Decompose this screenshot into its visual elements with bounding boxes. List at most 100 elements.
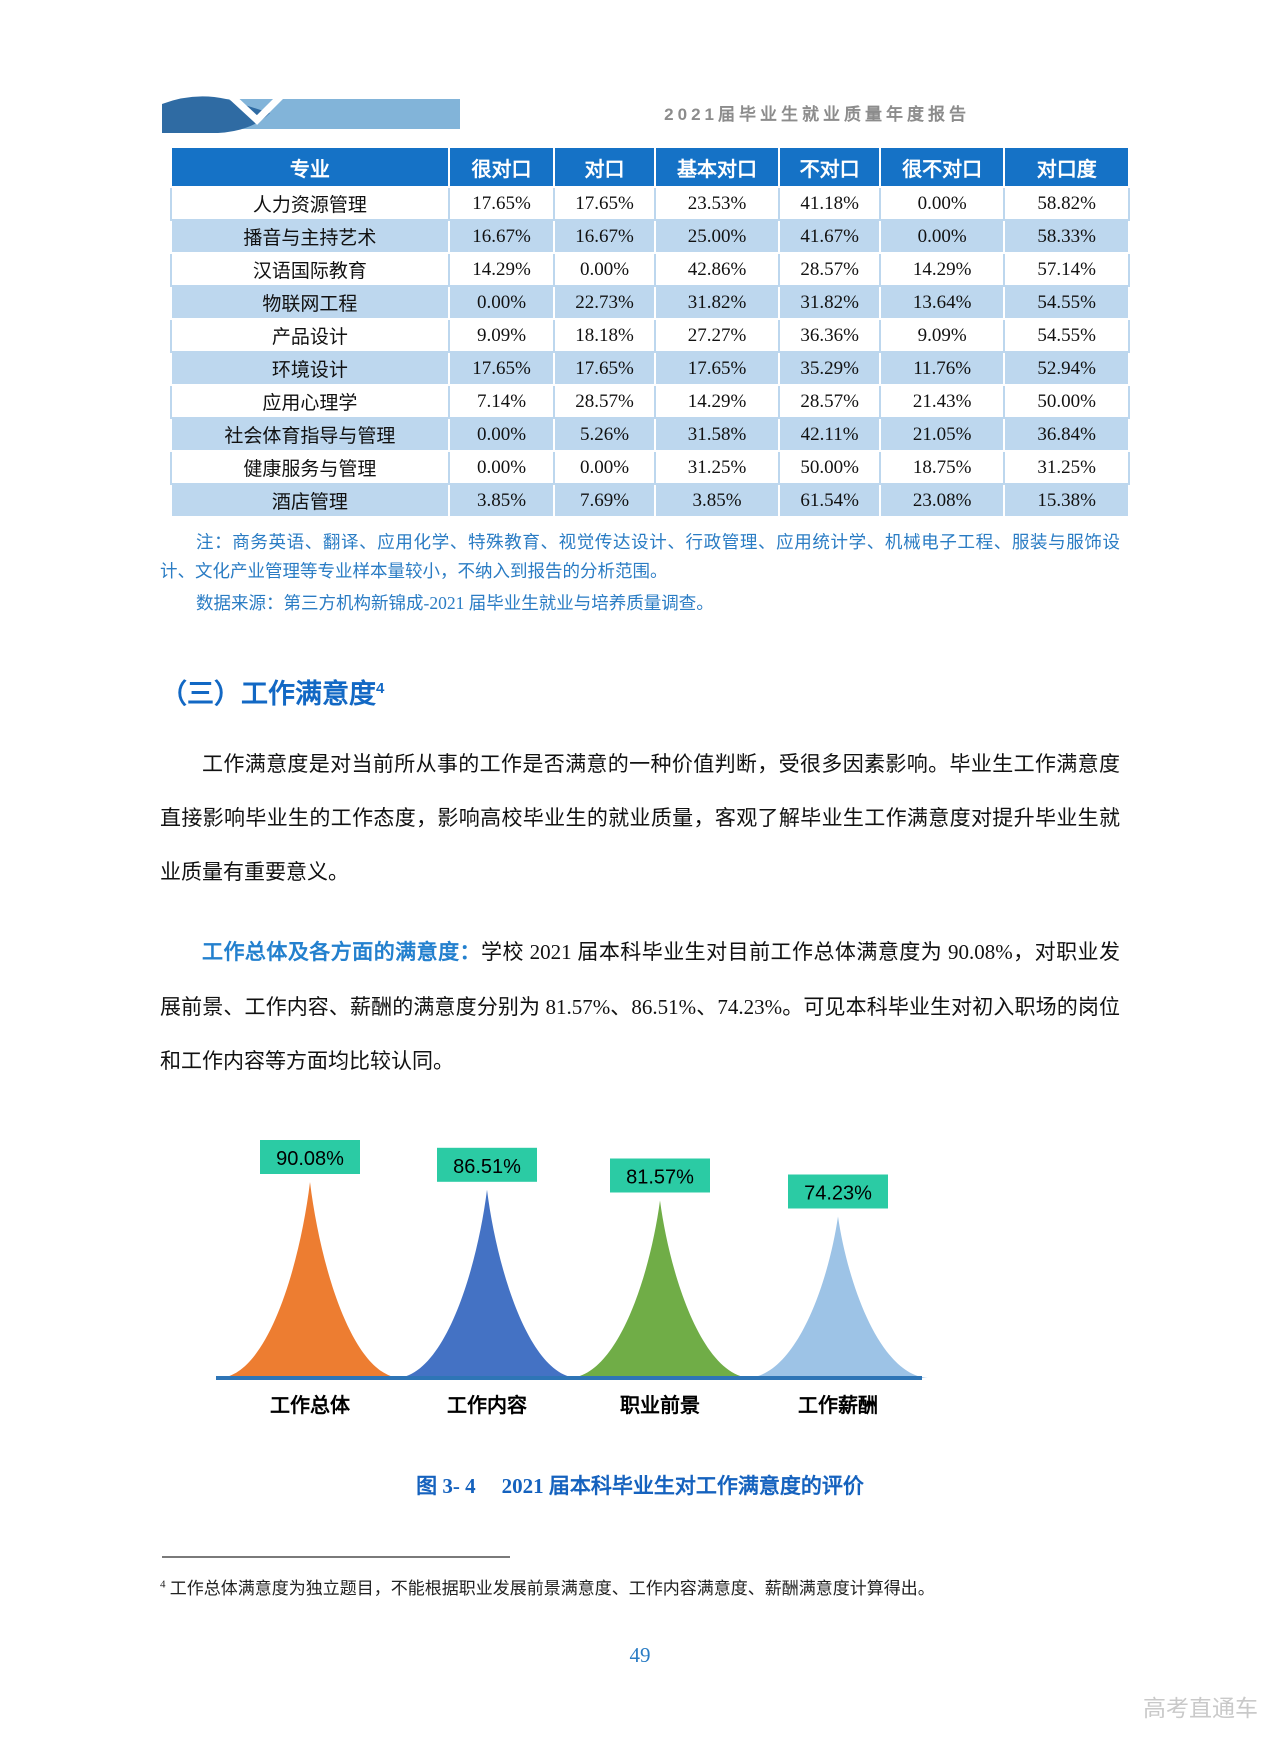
table-cell: 7.69% [553, 483, 656, 518]
table-cell: 54.55% [1003, 318, 1130, 353]
table-cell: 31.25% [1003, 450, 1130, 485]
table-cell: 0.00% [447, 450, 556, 485]
bell-curve [220, 1182, 400, 1378]
table-cell: 42.86% [653, 252, 781, 287]
table-cell: 23.08% [878, 483, 1006, 518]
figure-number: 图 3- 4 [416, 1474, 476, 1498]
table-cell: 28.57% [553, 384, 656, 419]
table-cell: 21.43% [878, 384, 1006, 419]
table-cell: 产品设计 [170, 318, 450, 353]
table-cell: 36.36% [778, 318, 881, 353]
table-row: 酒店管理 3.85% 7.69% 3.85% 61.54% 23.08% 15.38% [170, 483, 1130, 518]
table-cell: 3.85% [447, 483, 556, 518]
table-cell: 50.00% [1003, 384, 1130, 419]
table-row: 播音与主持艺术 16.67% 16.67% 25.00% 41.67% 0.00% 58.3… [170, 219, 1130, 254]
table-note: 注：商务英语、翻译、应用化学、特殊教育、视觉传达设计、行政管理、应用统计学、机械… [160, 532, 1120, 581]
table-cell: 54.55% [1003, 285, 1130, 320]
table-cell: 17.65% [447, 351, 556, 386]
category-label: 工作总体 [270, 1393, 351, 1417]
table-cell: 16.67% [447, 219, 556, 254]
table-cell: 35.29% [778, 351, 881, 386]
table-cell: 42.11% [778, 417, 881, 452]
column-header: 对口 [553, 146, 656, 188]
table-cell: 21.05% [878, 417, 1006, 452]
figure-caption: 图 3- 4 2021 届本科毕业生对工作满意度的评价 [160, 1470, 1120, 1500]
table-cell: 57.14% [1003, 252, 1130, 287]
table-cell: 人力资源管理 [170, 186, 450, 221]
table-cell: 36.84% [1003, 417, 1130, 452]
table-cell: 17.65% [553, 351, 656, 386]
table-cell: 7.14% [447, 384, 556, 419]
table-row: 汉语国际教育 14.29% 0.00% 42.86% 28.57% 14.29% 57.14… [170, 252, 1130, 287]
table-cell: 应用心理学 [170, 384, 450, 419]
paragraph-satisfaction-detail: 工作总体及各方面的满意度：学校 2021 届本科毕业生对目前工作总体满意度为 9… [160, 925, 1120, 1088]
table-cell: 14.29% [878, 252, 1006, 287]
paragraph-lead: 工作总体及各方面的满意度： [202, 941, 482, 964]
table-cell: 3.85% [653, 483, 781, 518]
table-cell: 27.27% [653, 318, 781, 353]
table-cell: 31.25% [653, 450, 781, 485]
table-cell: 25.00% [653, 219, 781, 254]
header-title: 2021届毕业生就业质量年度报告 [664, 104, 970, 124]
data-source-note: 数据来源：第三方机构新锦成-2021 届毕业生就业与培养质量调查。 [196, 593, 714, 613]
page-number: 49 [629, 1643, 651, 1667]
bell-curve [748, 1216, 928, 1378]
column-header: 专业 [170, 146, 450, 188]
major-match-table: 专业 很对口 对口 基本对口 不对口 很不对口 对口度 人力资源管理 17.65% 17.65%… [170, 146, 1130, 518]
table-cell: 0.00% [878, 186, 1006, 221]
section-footnote-ref: 4 [376, 680, 385, 697]
table-cell: 18.18% [553, 318, 656, 353]
category-label: 职业前景 [620, 1393, 700, 1417]
column-header: 不对口 [778, 146, 881, 188]
column-header: 对口度 [1003, 146, 1130, 188]
table-row: 产品设计 9.09% 18.18% 27.27% 36.36% 9.09% 54.55% [170, 318, 1130, 353]
table-cell: 15.38% [1003, 483, 1130, 518]
data-label: 74.23% [804, 1183, 872, 1205]
bell-curve [397, 1189, 577, 1378]
section-heading: （三）工作满意度4 [160, 672, 1120, 711]
paragraph-satisfaction-intro: 工作满意度是对当前所从事的工作是否满意的一种价值判断，受很多因素影响。毕业生工作… [160, 752, 1120, 884]
table-cell: 11.76% [878, 351, 1006, 386]
footnote-separator [162, 1556, 510, 1558]
table-cell: 28.57% [778, 252, 881, 287]
table-cell: 28.57% [778, 384, 881, 419]
table-row: 物联网工程 0.00% 22.73% 31.82% 31.82% 13.64% 54.55% [170, 285, 1130, 320]
paragraph-rest: 学校 2021 届本科毕业生对目前工作总体满意度为 90.08%，对职业发展前景… [160, 940, 1120, 1073]
footnote-ref: 4 [160, 1578, 166, 1591]
table-cell: 14.29% [653, 384, 781, 419]
section-heading-text: （三）工作满意度 [160, 679, 376, 709]
data-label: 86.51% [453, 1156, 521, 1178]
table-cell: 31.82% [778, 285, 881, 320]
table-cell: 22.73% [553, 285, 656, 320]
table-cell: 52.94% [1003, 351, 1130, 386]
table-cell: 50.00% [778, 450, 881, 485]
satisfaction-chart: 90.08% 工作总体 86.51% 工作内容 81.57% 职业前景 74.23% 工作薪酬 [180, 1126, 960, 1426]
figure-title: 2021 届本科毕业生对工作满意度的评价 [501, 1474, 864, 1498]
category-label: 工作薪酬 [798, 1393, 878, 1417]
table-cell: 物联网工程 [170, 285, 450, 320]
table-cell: 61.54% [778, 483, 881, 518]
table-cell: 0.00% [553, 450, 656, 485]
category-label: 工作内容 [447, 1393, 527, 1417]
data-label-box [260, 1140, 360, 1174]
table-cell: 0.00% [447, 285, 556, 320]
page-header: 2021届毕业生就业质量年度报告 [160, 88, 1120, 136]
table-cell: 0.00% [553, 252, 656, 287]
table-cell: 16.67% [553, 219, 656, 254]
table-cell: 17.65% [653, 351, 781, 386]
table-cell: 播音与主持艺术 [170, 219, 450, 254]
table-cell: 14.29% [447, 252, 556, 287]
table-cell: 13.64% [878, 285, 1006, 320]
table-cell: 58.82% [1003, 186, 1130, 221]
column-header: 很不对口 [878, 146, 1006, 188]
watermark: 高考直通车 [1143, 1695, 1258, 1721]
data-label: 81.57% [626, 1167, 694, 1189]
table-cell: 41.18% [778, 186, 881, 221]
table-cell: 17.65% [447, 186, 556, 221]
column-header: 很对口 [447, 146, 556, 188]
table-row: 社会体育指导与管理 0.00% 5.26% 31.58% 42.11% 21.05% 36.… [170, 417, 1130, 452]
table-cell: 9.09% [878, 318, 1006, 353]
table-row: 环境设计 17.65% 17.65% 17.65% 35.29% 11.76% 52.94% [170, 351, 1130, 386]
table-cell: 31.58% [653, 417, 781, 452]
